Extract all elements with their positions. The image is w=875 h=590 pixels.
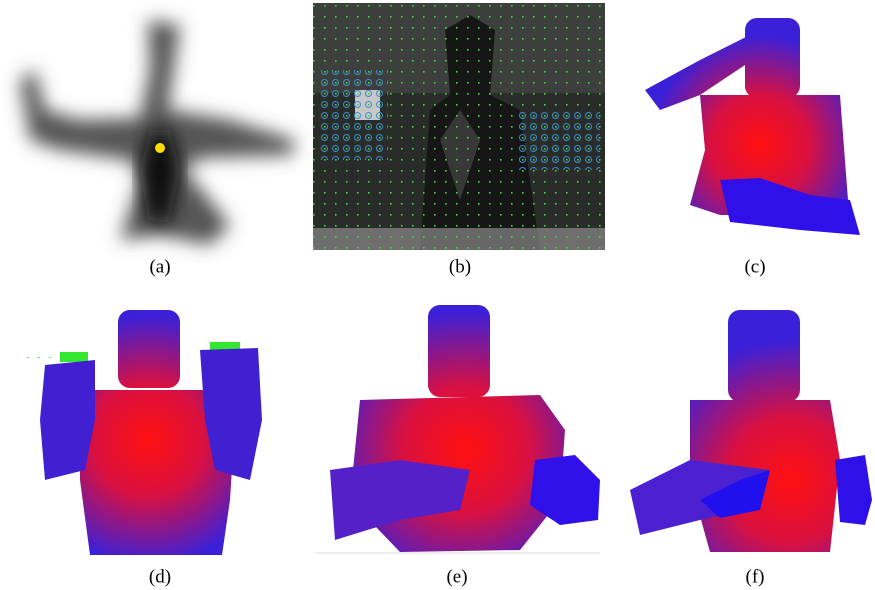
panel-d-image (20, 310, 303, 555)
caption: (b) (449, 256, 471, 277)
figure: (a) (b) (c) (d) (e) (f) (0, 0, 875, 590)
caption: (d) (149, 566, 171, 587)
caption: (c) (744, 256, 765, 277)
panel-c-image (645, 18, 860, 235)
panel-b-image (313, 3, 605, 250)
panel-f-image (630, 310, 872, 552)
caption: (a) (149, 256, 170, 277)
caption: (e) (446, 566, 467, 587)
panel-e-image (315, 305, 600, 553)
panel-a-image (20, 20, 295, 245)
caption: (f) (746, 566, 765, 587)
